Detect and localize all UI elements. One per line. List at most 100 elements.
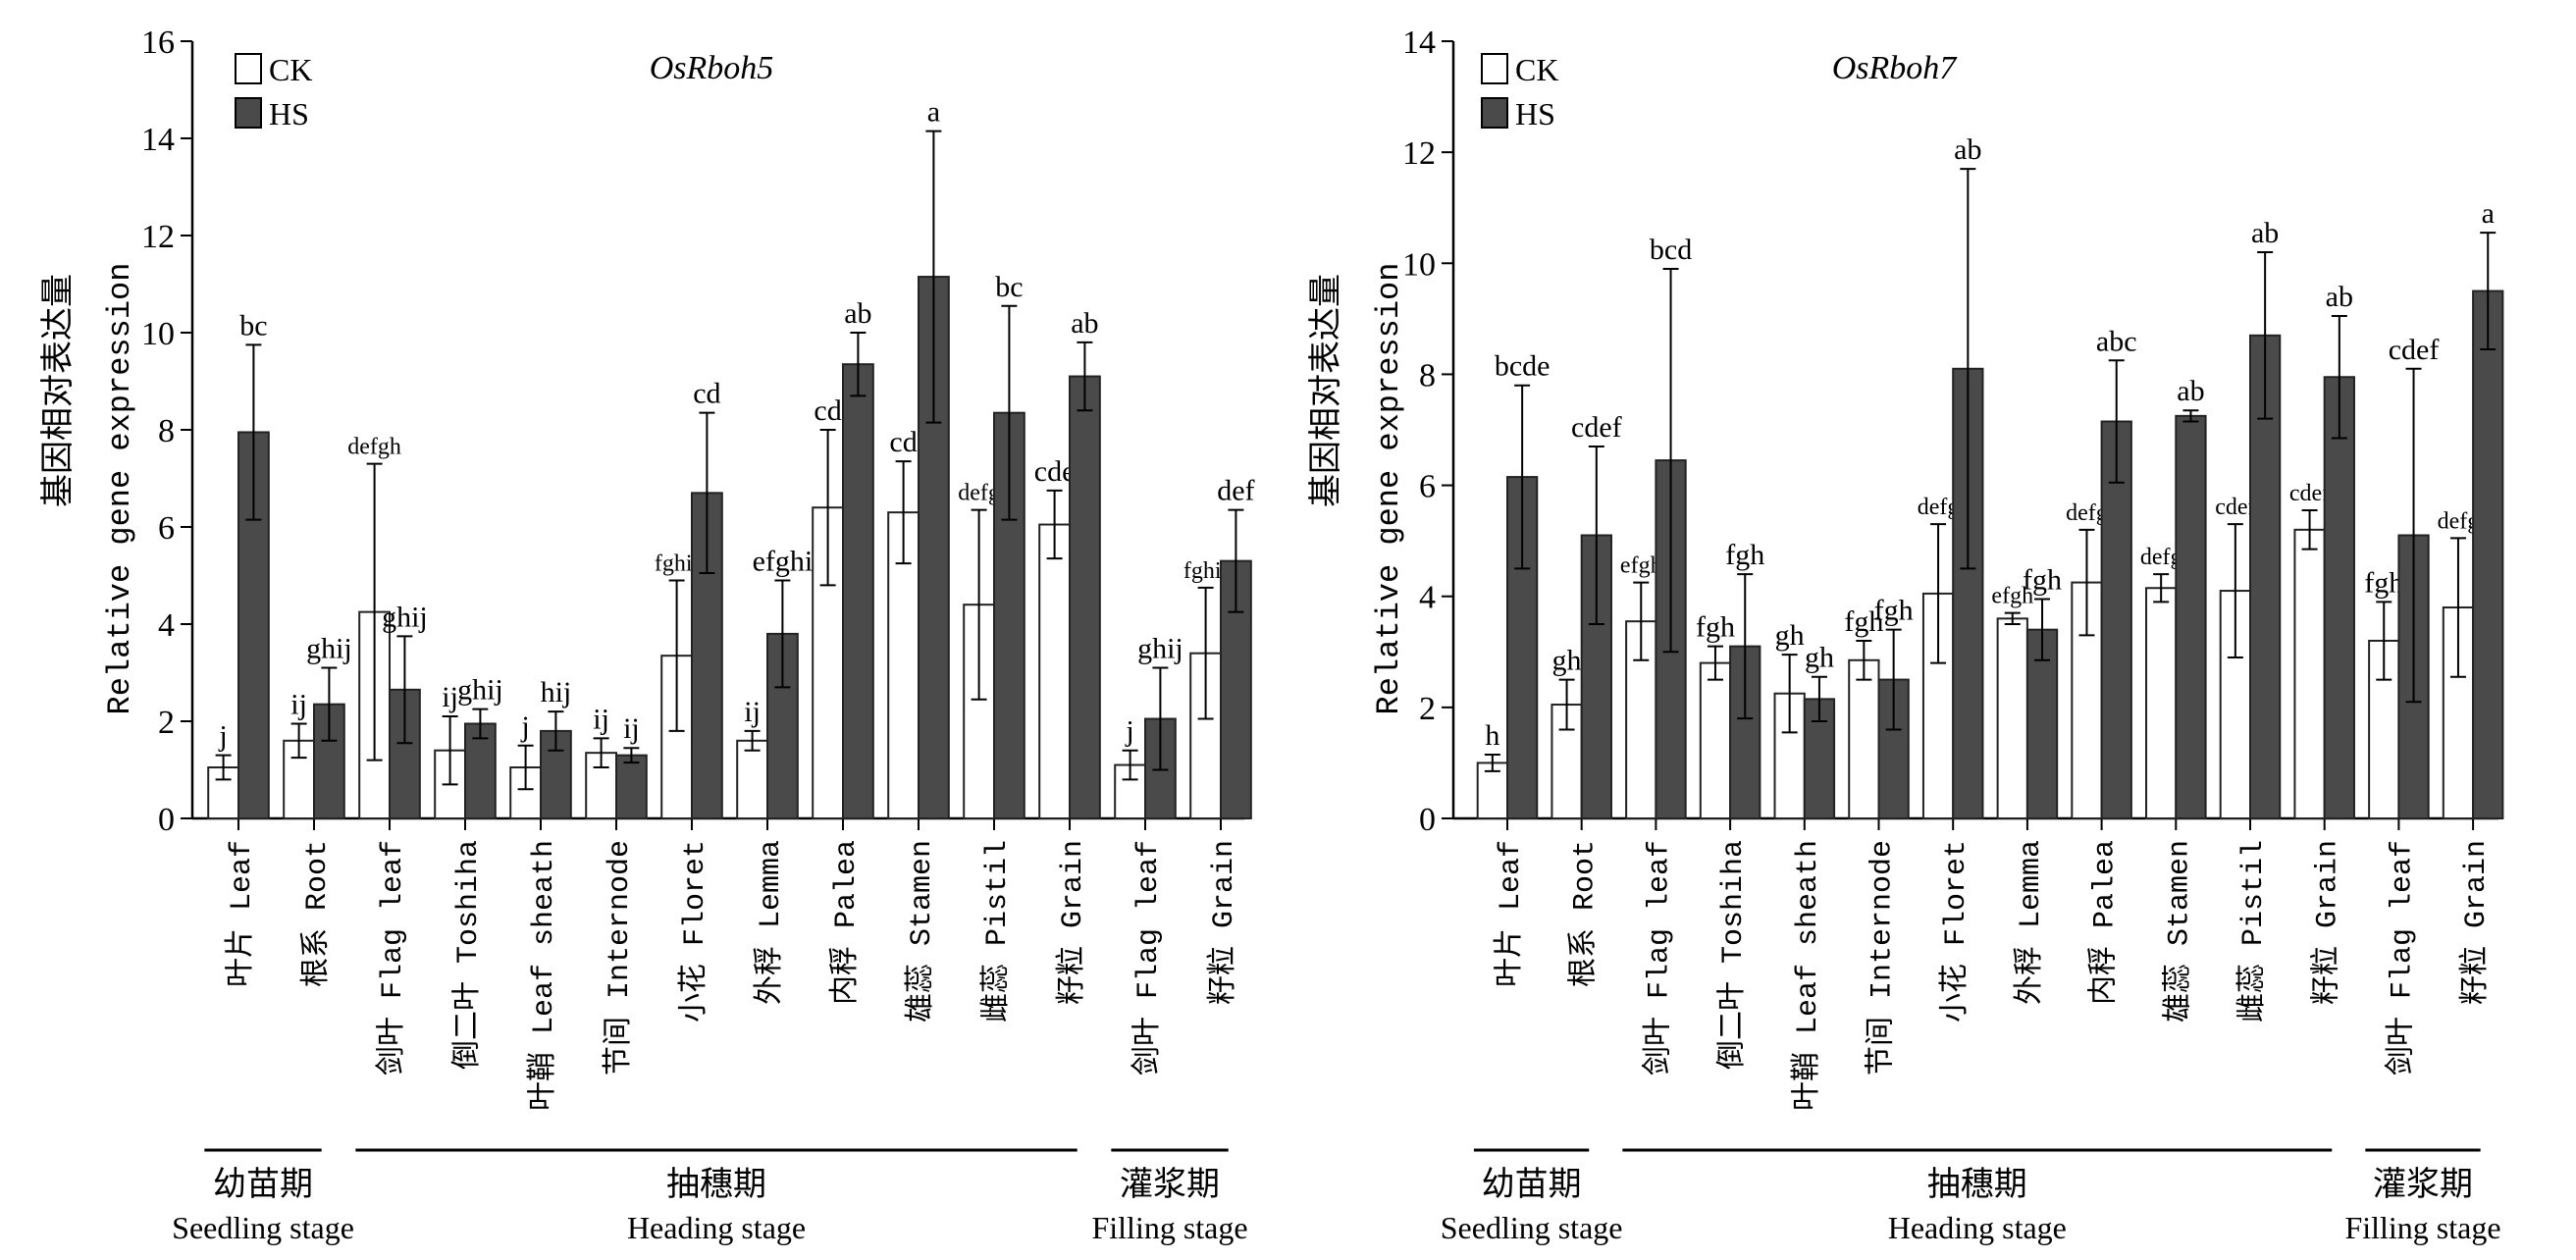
stage-label-en: Seedling stage (1441, 1210, 1623, 1245)
significance-letter: a (2482, 197, 2495, 230)
significance-letter: cdef (1571, 411, 1622, 444)
y-tick-label: 10 (1402, 246, 1436, 283)
significance-letter: fgh (2023, 564, 2062, 597)
y-axis-title: Relative gene expression (102, 263, 138, 715)
significance-letter: ij (623, 712, 640, 745)
significance-letter: ab (844, 297, 871, 330)
stage-label-en: Filling stage (2344, 1210, 2500, 1245)
chart-osrboh5: 0 2 4 6 8 10 12 14 16 基因相对表达量 Relative gene expres… (38, 25, 1255, 1245)
y-tick-label: 2 (158, 705, 175, 741)
y-tick-label: 14 (141, 122, 175, 158)
legend-swatch-hs (235, 97, 262, 129)
bar-hs (842, 363, 874, 819)
category-label: 剑叶 Flag leaf (375, 840, 410, 1076)
significance-letter: abc (2096, 325, 2137, 357)
significance-letter: fgh (1844, 605, 1883, 638)
legend-swatch-ck (235, 53, 262, 84)
significance-letter: bc (995, 271, 1023, 303)
significance-letter: cd (693, 378, 720, 410)
category-label: 外稃 Lemma (753, 840, 788, 1005)
y-tick-label: 8 (158, 413, 175, 449)
y-tick-label: 4 (158, 607, 175, 644)
category-label: 叶鞘 Leaf sheath (526, 840, 561, 1111)
stage-label-cn: 灌浆期 (1120, 1165, 1220, 1204)
bar-ck (1699, 661, 1732, 819)
stage-label-en: Heading stage (627, 1210, 806, 1245)
y-tick-label: 14 (1402, 25, 1436, 61)
significance-letter: def (1217, 475, 1254, 507)
category-label: 叶片 Leaf (1493, 840, 1528, 987)
category-label: 雌蕊 Pistil (979, 840, 1015, 1023)
category-label: 雄蕊 Stamen (2161, 840, 2196, 1023)
category-label: 籽粒 Grain (2458, 840, 2494, 1005)
chart-title: OsRboh7 (1832, 50, 1959, 86)
y-axis-title-cn: 基因相对表达量 (1306, 274, 1345, 507)
bar-hs (615, 754, 648, 820)
y-tick-label: 10 (141, 316, 175, 352)
y-tick-label: 8 (1419, 357, 1436, 394)
category-label: 剑叶 Flag leaf (1641, 840, 1676, 1076)
category-label: 外稃 Lemma (2013, 840, 2048, 1005)
category-label: 倒二叶 Toshiha (1715, 840, 1751, 1070)
y-tick-label: 12 (1402, 135, 1436, 172)
category-label: 剑叶 Flag leaf (2384, 840, 2419, 1076)
category-label: 内稃 Palea (828, 840, 864, 1005)
significance-letter: ab (2177, 375, 2204, 407)
significance-letter: ab (2251, 217, 2279, 249)
stage-label-cn: 抽穗期 (666, 1165, 766, 1204)
category-label: 节间 Internode (1866, 840, 1900, 1076)
y-tick-label: 2 (1419, 691, 1436, 727)
significance-letter: ab (1071, 307, 1098, 340)
bar-ck (1848, 658, 1880, 819)
legend-label-hs: HS (1515, 96, 1555, 131)
significance-letter: gh (1552, 645, 1582, 677)
significance-letter: cd (814, 394, 841, 427)
significance-letter: cde (1034, 455, 1076, 488)
legend-swatch-ck (1481, 53, 1508, 84)
significance-letter: ghij (457, 674, 503, 707)
chart-title: OsRboh5 (650, 50, 774, 86)
bar-ck (1996, 617, 2028, 819)
category-label: 小花 Floret (1938, 840, 1973, 1023)
significance-letter: cdef (2289, 481, 2330, 506)
stage-label-cn: 灌浆期 (2373, 1165, 2473, 1204)
significance-letter: ij (593, 703, 609, 735)
y-tick-label: 6 (1419, 469, 1436, 505)
category-label: 内稃 Palea (2087, 840, 2123, 1005)
y-tick-label: 6 (158, 510, 175, 547)
y-tick-label: 16 (141, 25, 175, 61)
category-label: 籽粒 Grain (2310, 840, 2345, 1005)
bar-hs (2323, 376, 2355, 819)
bar-ck (2293, 528, 2326, 819)
stage-label-cn: 幼苗期 (1482, 1165, 1582, 1204)
significance-letter: cdef (2215, 495, 2255, 520)
category-label: 籽粒 Grain (1055, 840, 1090, 1005)
stage-label-en: Filling stage (1091, 1210, 1247, 1245)
significance-letter: ij (442, 681, 458, 713)
significance-letter: cd (889, 426, 917, 458)
significance-letter: j (1125, 715, 1133, 748)
y-tick-label: 12 (141, 219, 175, 255)
legend-label-ck: CK (269, 52, 312, 87)
significance-letter: defgh (347, 435, 401, 460)
significance-letter: ab (1954, 133, 1981, 166)
significance-letter: fgh (1696, 611, 1735, 644)
significance-letter: fgh (1725, 539, 1764, 571)
significance-letter: ghij (382, 601, 428, 633)
bar-hs (2175, 414, 2207, 819)
legend-label-hs: HS (269, 96, 309, 131)
y-axis-title: Relative gene expression (1371, 263, 1407, 715)
chart-osrboh7: 0 2 4 6 8 10 12 14 基因相对表达量 Relative gene expressi… (1306, 25, 2504, 1245)
significance-letter: bcd (1650, 234, 1692, 266)
category-label: 小花 Floret (677, 840, 712, 1023)
significance-letter: fgh (2364, 566, 2403, 599)
significance-letter: a (927, 96, 940, 129)
y-tick-label: 4 (1419, 580, 1436, 616)
significance-letter: bc (239, 309, 267, 341)
y-tick-label: 0 (1419, 802, 1436, 838)
significance-letter: hij (541, 676, 572, 709)
category-label: 雌蕊 Pistil (2235, 840, 2271, 1023)
significance-letter: fgh (1874, 595, 1914, 627)
category-label: 叶鞘 Leaf sheath (1790, 840, 1825, 1111)
significance-letter: h (1485, 719, 1499, 752)
